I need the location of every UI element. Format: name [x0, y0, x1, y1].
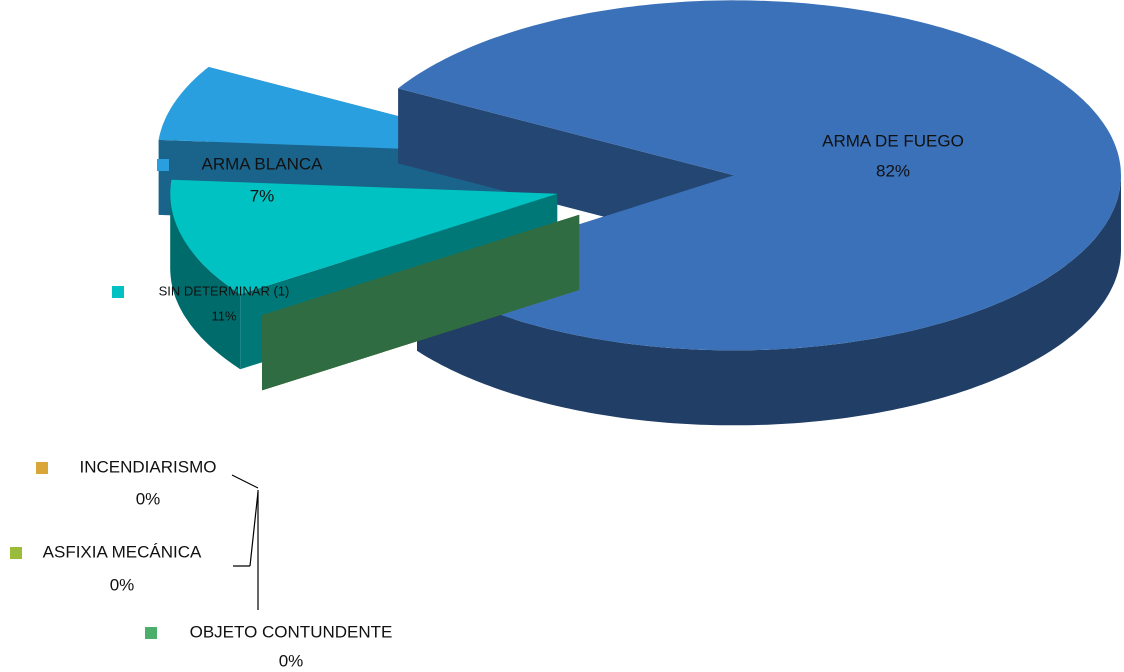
legend-swatch: [10, 547, 22, 559]
value-label: 0%: [136, 489, 161, 508]
slice-wall: [262, 214, 580, 391]
legend-swatch: [36, 462, 48, 474]
value-label: 7%: [250, 186, 275, 205]
legend-swatch: [145, 627, 157, 639]
slice-side: [170, 193, 241, 370]
slice-label: SIN DETERMINAR (1): [159, 283, 290, 298]
leader-line: [231, 474, 259, 489]
slice: [170, 179, 558, 295]
slice-label: ARMA BLANCA: [202, 154, 324, 173]
value-label: 0%: [279, 651, 304, 670]
value-label: 82%: [876, 161, 910, 180]
value-label: 11%: [211, 308, 236, 323]
legend-swatch: [157, 159, 169, 171]
slice-label: ARMA DE FUEGO: [822, 131, 964, 150]
leader-line: [249, 491, 259, 567]
legend-swatch: [112, 286, 124, 298]
slice-label: ASFIXIA MECÁNICA: [43, 542, 202, 561]
slice-side: [417, 175, 1121, 426]
legend-swatch: [776, 136, 788, 148]
value-label: 0%: [110, 575, 135, 594]
slice-label: OBJETO CONTUNDENTE: [190, 622, 393, 641]
slice-label: INCENDIARISMO: [80, 457, 217, 476]
